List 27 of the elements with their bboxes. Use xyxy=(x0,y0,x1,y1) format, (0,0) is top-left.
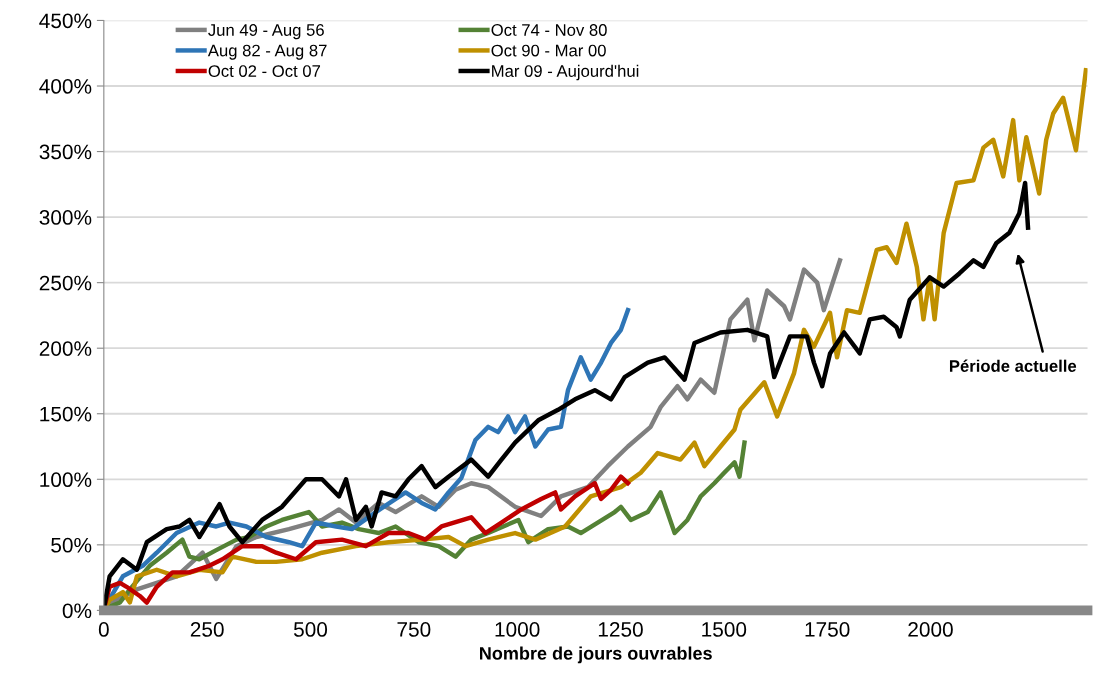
y-tick-label: 450% xyxy=(39,13,92,29)
x-tick-label: 2000 xyxy=(908,622,953,637)
x-tick-label: 1000 xyxy=(495,622,540,637)
x-tick-label: 1250 xyxy=(598,622,643,637)
x-tick-label: 1500 xyxy=(702,622,747,637)
legend-label: Jun 49 - Aug 56 xyxy=(208,24,324,40)
legend-label: Oct 02 - Oct 07 xyxy=(208,65,321,77)
x-axis-title: Nombre de jours ouvrables xyxy=(480,646,712,664)
legend-label: Mar 09 - Aujourd'hui xyxy=(492,64,639,81)
y-tick-label: 0% xyxy=(62,603,92,619)
x-tick-label: 750 xyxy=(397,622,431,637)
y-tick-label: 250% xyxy=(39,275,92,291)
x-tick-label: 500 xyxy=(293,622,328,637)
legend-label: Aug 82 - Aug 87 xyxy=(207,44,327,60)
y-tick-label: 150% xyxy=(40,406,92,422)
y-tick-label: 50% xyxy=(51,537,92,553)
y-tick-label: 200% xyxy=(39,341,92,356)
legend-label: Oct 74 - Nov 80 xyxy=(491,24,607,36)
x-tick-label: 250 xyxy=(190,622,224,637)
y-tick-label: 400% xyxy=(39,79,92,94)
annotation: Période actuelle xyxy=(949,359,1077,372)
x-tick-label: 1750 xyxy=(805,622,850,637)
y-tick-label: 300% xyxy=(39,210,92,225)
y-tick-label: 100% xyxy=(40,472,92,488)
x-tick-label: 0 xyxy=(98,622,109,637)
y-tick-label: 350% xyxy=(39,144,92,160)
legend-label: Oct 90 - Mar 00 xyxy=(491,44,606,57)
